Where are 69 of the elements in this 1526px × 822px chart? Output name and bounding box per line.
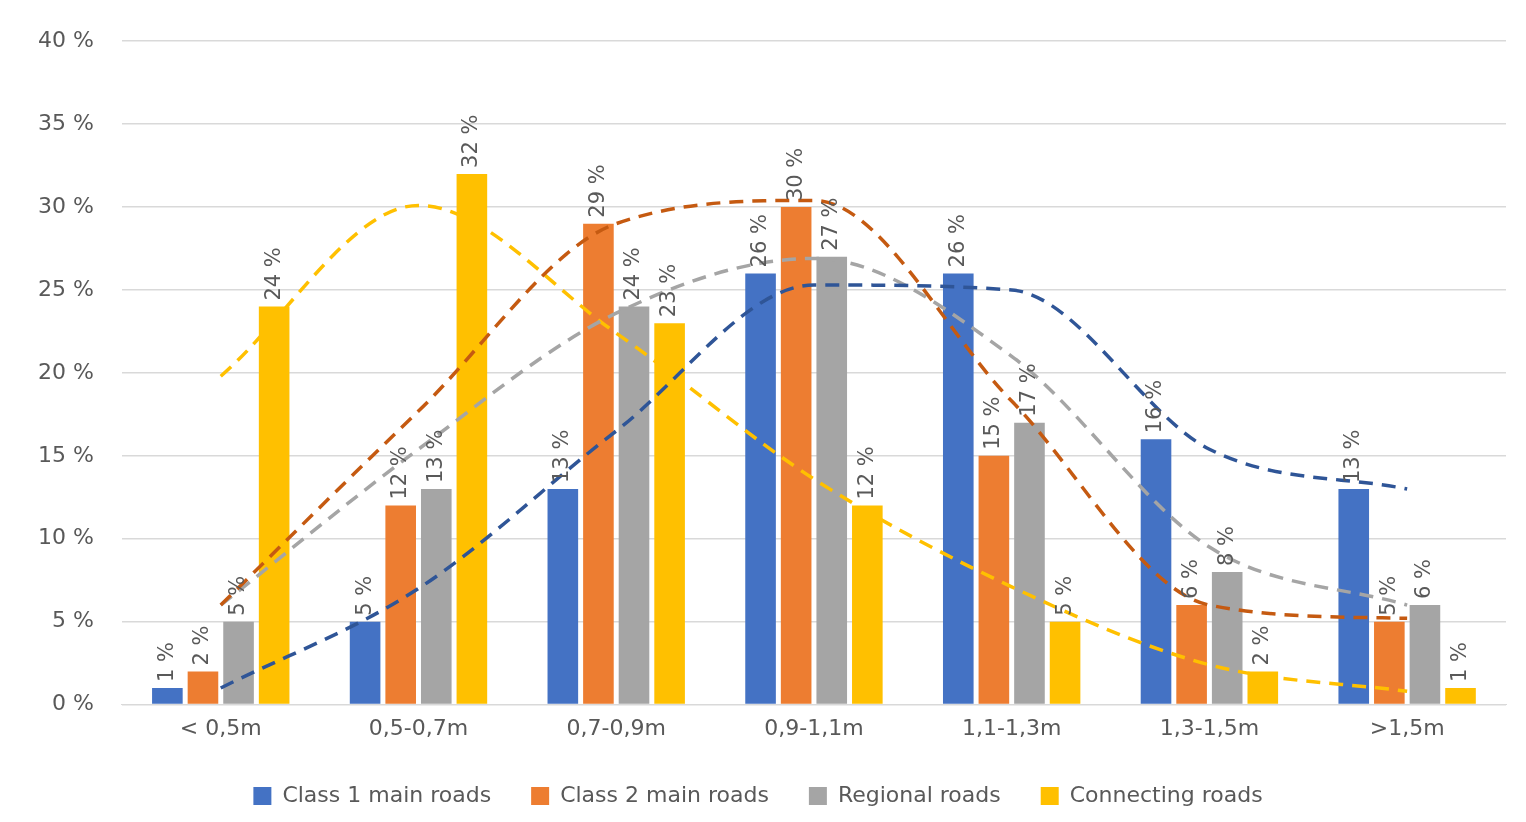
x-tick-label: 1,1-1,3m [962, 714, 1062, 740]
data-label: 2 % [1249, 625, 1274, 666]
data-label: 6 % [1178, 559, 1203, 600]
bar [1211, 571, 1243, 704]
legend-label: Class 2 main roads [560, 781, 769, 807]
bar [385, 505, 416, 704]
data-label: 23 % [656, 263, 681, 318]
bar [187, 671, 219, 704]
data-label: 12 % [853, 446, 878, 500]
x-tick-label: 0,7-0,9m [566, 714, 666, 740]
bar [1445, 688, 1476, 704]
data-label: 5 % [225, 575, 250, 616]
bar [1176, 605, 1207, 704]
y-tick-label: 15 % [37, 441, 94, 467]
legend-label: Connecting roads [1069, 781, 1263, 807]
x-tick-label: >1,5m [1369, 714, 1445, 740]
x-tick-label: 0,5-0,7m [368, 714, 469, 740]
data-label: 5 % [1375, 575, 1400, 616]
data-label: 17 % [1015, 363, 1040, 417]
data-label: 13 % [1340, 429, 1365, 483]
data-label: 26 % [944, 214, 969, 268]
y-tick-label: 20 % [37, 358, 94, 384]
x-tick-label: < 0,5m [179, 714, 262, 740]
y-tick-label: 0 % [51, 690, 94, 716]
y-tick-label: 10 % [37, 524, 94, 550]
data-label: 6 % [1411, 559, 1436, 600]
data-label: 5 % [1051, 575, 1076, 616]
y-tick-label: 35 % [37, 109, 94, 135]
data-label: 13 % [422, 429, 447, 483]
data-label: 24 % [620, 247, 645, 301]
data-label: 1 % [153, 642, 178, 683]
bar [1140, 439, 1172, 704]
y-tick-label: 25 % [37, 275, 94, 301]
bar [1014, 422, 1045, 704]
x-tick-label: 0,9-1,1m [764, 714, 864, 740]
data-label: 2 % [189, 625, 214, 666]
data-label: 32 % [458, 114, 483, 168]
bar [1374, 621, 1405, 704]
data-label: 5 % [351, 575, 376, 616]
data-label: 1 % [1446, 642, 1471, 683]
bar [420, 489, 452, 704]
x-tick-label: 1,3-1,5m [1159, 714, 1260, 740]
y-tick-label: 30 % [37, 192, 94, 218]
bar [745, 273, 776, 704]
y-tick-label: 40 % [37, 26, 94, 52]
bar [780, 207, 812, 704]
legend-label: Regional roads [837, 781, 1001, 807]
legend-label: Class 1 main roads [282, 781, 492, 807]
bar [349, 621, 381, 704]
bar [978, 455, 1010, 704]
data-label: 26 % [747, 214, 772, 268]
data-label: 16 % [1142, 379, 1167, 434]
bar [223, 621, 254, 704]
bar [547, 489, 579, 704]
bar [942, 273, 974, 704]
data-label: 24 % [260, 247, 285, 301]
data-label: 8 % [1213, 525, 1238, 566]
data-label: 15 % [980, 396, 1005, 450]
bar [1338, 489, 1370, 704]
data-label: 29 % [584, 164, 609, 218]
data-label: 13 % [549, 429, 574, 483]
data-label: 12 % [387, 446, 412, 500]
bar [583, 223, 614, 704]
data-label: 27 % [818, 197, 843, 251]
y-tick-label: 5 % [51, 607, 94, 633]
bar [1049, 621, 1081, 704]
data-label: 30 % [782, 147, 807, 202]
bar [1409, 605, 1441, 704]
bar [152, 688, 183, 704]
